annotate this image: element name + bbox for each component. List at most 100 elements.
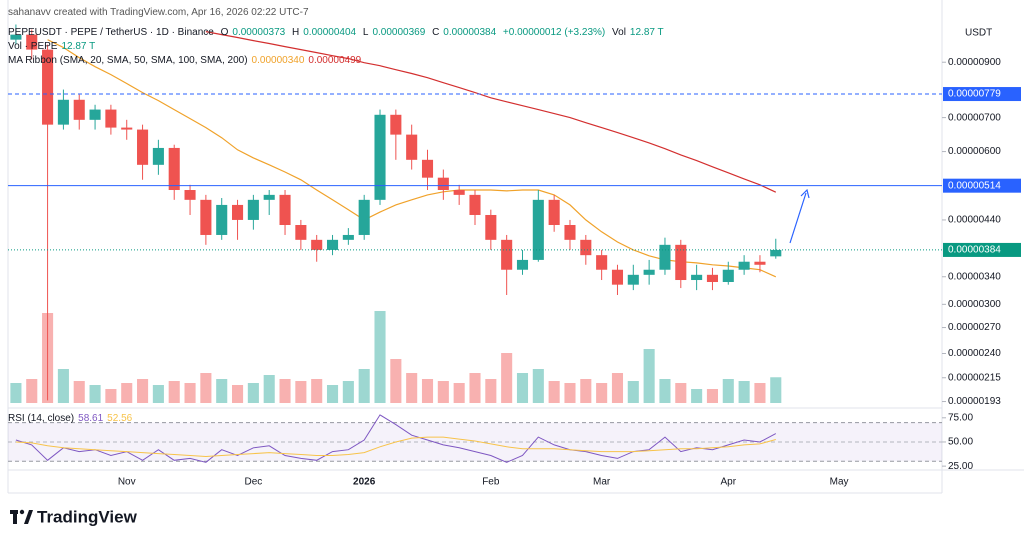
volume-bar: [706, 389, 718, 403]
candle-body: [754, 261, 766, 265]
candle-body: [358, 199, 370, 235]
main-pane: [10, 24, 782, 401]
arrow-head: [800, 188, 810, 199]
volume-bar: [516, 373, 529, 403]
volume-bar: [453, 383, 465, 403]
rsi-line: [15, 436, 776, 458]
volume-bar: [643, 349, 655, 403]
volume-bar: [168, 381, 180, 403]
ma-value: 0.00000499: [308, 55, 362, 66]
candle-body: [580, 239, 592, 256]
rsi-y-tick-label: 25.00: [948, 461, 973, 472]
volume-bar: [406, 373, 418, 403]
ohlc-key: C: [432, 27, 440, 38]
volume-bar: [564, 383, 576, 403]
y-tick-label: 0.00000700: [948, 112, 1001, 123]
x-tick-label: May: [830, 477, 849, 488]
ohlc-value: 0.00000373: [232, 27, 286, 38]
candle-body: [73, 99, 85, 120]
x-tick-label: Feb: [482, 477, 500, 488]
volume-bar: [326, 385, 339, 403]
ma-line: [47, 39, 777, 278]
volume-value: 12.87 T: [61, 41, 96, 52]
candle-body: [168, 147, 180, 191]
candle-body: [247, 199, 259, 220]
candle-body: [342, 234, 354, 240]
volume-bar: [89, 385, 101, 403]
candle-body: [643, 269, 655, 275]
volume-bar: [10, 383, 22, 403]
y-tick-label: 0.00000215: [948, 372, 1001, 383]
volume-bar: [691, 389, 703, 403]
volume-bar: [232, 385, 244, 403]
level-label: 0.00000514: [948, 180, 1001, 191]
volume-bar: [770, 377, 782, 403]
vol-value: 12.87 T: [629, 27, 664, 38]
candle-body: [279, 194, 291, 226]
candle-body: [453, 190, 465, 195]
level-box: [943, 87, 1021, 102]
volume-bar: [722, 379, 734, 403]
y-tick-label: 0.00000240: [948, 348, 1001, 359]
candle-body: [485, 214, 497, 240]
candle-body: [152, 147, 164, 165]
ohlc-key: O: [220, 27, 229, 38]
volume-bar: [469, 373, 481, 403]
candle-body: [137, 129, 149, 165]
volume-bar: [580, 379, 592, 403]
logo-icon: [19, 509, 25, 515]
volume-bar: [152, 385, 164, 403]
logo: TradingView: [10, 507, 138, 526]
rsi-y-tick-label: 50.00: [948, 437, 973, 448]
x-tick-label: 2026: [353, 477, 376, 488]
volume-bar: [342, 381, 354, 403]
volume-bar: [501, 353, 513, 403]
last-price-label: 0.00000384: [948, 245, 1001, 256]
candle-body: [42, 49, 54, 125]
candle-body: [706, 274, 718, 283]
candle-body: [105, 109, 117, 128]
candle-body: [691, 274, 703, 281]
volume-bar: [295, 381, 307, 403]
level-box: [943, 178, 1021, 193]
volume-bar: [73, 381, 85, 403]
candle-body: [738, 261, 750, 270]
candle-body: [548, 199, 560, 226]
volume-bar: [57, 369, 69, 403]
candle-body: [675, 244, 687, 281]
y-tick-label: 0.00000900: [948, 57, 1001, 68]
volume-bar: [216, 379, 228, 403]
candle-body: [437, 177, 449, 191]
credit: sahanavv created with TradingView.com, A…: [8, 7, 309, 18]
candle-body: [374, 114, 386, 200]
volume-bar: [596, 383, 608, 403]
candle-body: [295, 225, 307, 240]
volume-name: Vol · PEPE: [8, 41, 58, 52]
volume-bar: [105, 389, 117, 403]
volume-bar: [26, 379, 38, 403]
volume-bar: [611, 373, 624, 403]
ohlc-key: L: [362, 27, 369, 38]
ohlc-key: H: [292, 27, 300, 38]
volume-bar: [374, 311, 386, 403]
volume-bar: [279, 379, 291, 403]
volume-bar: [532, 369, 544, 403]
level-label: 0.00000779: [948, 89, 1001, 100]
candle-body: [89, 109, 101, 120]
ohlc-value: 0.00000404: [303, 27, 357, 38]
rsi-line: [15, 414, 777, 463]
volume-bar: [675, 383, 687, 403]
currency-label: USDT: [965, 28, 992, 39]
logo-text: TradingView: [37, 507, 138, 526]
volume-bar: [358, 369, 370, 403]
volume-bar: [548, 381, 560, 403]
rsi-ma-value: 52.56: [107, 413, 133, 424]
candle-body: [501, 239, 513, 270]
candle-body: [10, 34, 22, 40]
y-tick-label: 0.00000600: [948, 146, 1001, 157]
ma-legend: MA Ribbon (SMA, 20, SMA, 50, SMA, 100, S…: [8, 55, 365, 66]
y-tick-label: 0.00000193: [948, 396, 1001, 407]
volume-bar: [247, 383, 259, 403]
candle-body: [57, 99, 69, 125]
ma-line: [205, 31, 777, 193]
